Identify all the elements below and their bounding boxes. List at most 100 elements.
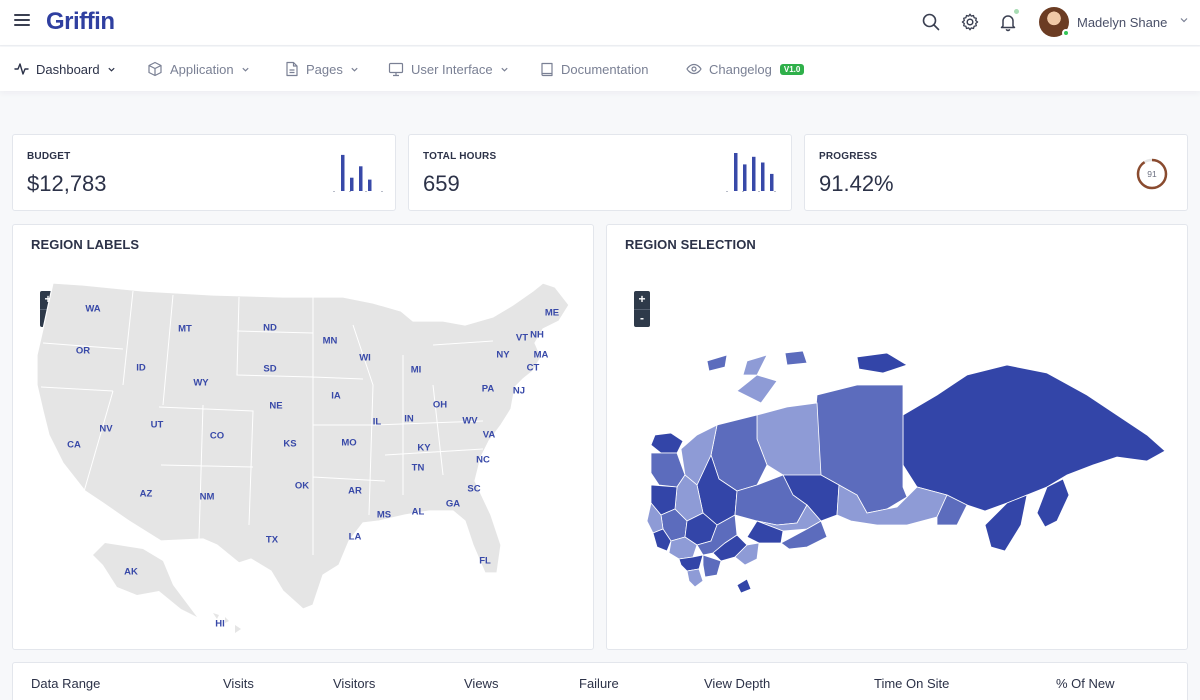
chevron-down-icon[interactable] [1179, 15, 1189, 25]
state-label: IN [404, 413, 414, 425]
state-label: TX [265, 534, 279, 546]
chevron-down-icon [351, 67, 358, 72]
state-label: NC [476, 454, 490, 466]
nav-user-interface[interactable]: User Interface [388, 47, 509, 91]
book-icon [541, 62, 553, 76]
state-label: LA [348, 531, 362, 543]
state-label: OH [432, 399, 448, 411]
state-label: AK [124, 566, 138, 578]
main-navigation: Dashboard Application Pages User Interfa… [0, 47, 1200, 91]
state-label: WI [359, 352, 371, 364]
stat-label: PROGRESS [819, 151, 878, 162]
nav-dashboard[interactable]: Dashboard [14, 47, 116, 91]
stat-value: 659 [423, 171, 460, 196]
stat-label: BUDGET [27, 151, 71, 162]
nav-changelog[interactable]: Changelog V1.0 [686, 47, 805, 91]
state-label: GA [445, 498, 461, 510]
state-label: MO [341, 437, 357, 449]
nav-label: User Interface [411, 61, 493, 77]
progress-card: PROGRESS 91.42% 91 [804, 134, 1188, 211]
menu-icon[interactable] [14, 14, 30, 28]
nav-label: Application [170, 61, 234, 77]
state-label: NM [199, 491, 215, 503]
user-name[interactable]: Madelyn Shane [1077, 15, 1168, 30]
state-label: NJ [512, 385, 526, 397]
state-label: WY [193, 377, 209, 389]
state-label: SD [263, 363, 277, 375]
nav-pages[interactable]: Pages [285, 47, 359, 91]
state-label: PA [481, 383, 495, 395]
column-header[interactable]: Views [464, 676, 499, 691]
column-header[interactable]: View Depth [704, 676, 771, 691]
column-header[interactable]: Visitors [333, 676, 376, 691]
search-icon[interactable] [921, 12, 941, 32]
state-label: MN [322, 335, 338, 347]
chevron-down-icon [501, 67, 508, 72]
column-header[interactable]: Visits [223, 676, 254, 691]
bell-icon[interactable] [998, 12, 1018, 32]
state-label: AR [348, 485, 362, 497]
state-label: NE [269, 400, 283, 412]
nav-application[interactable]: Application [147, 47, 250, 91]
state-label: OK [294, 480, 310, 492]
state-label: FL [479, 555, 491, 567]
state-label: VA [482, 429, 496, 441]
region-labels-panel: REGION LABELS + - WA MT ND MN OR ID WY S… [12, 224, 594, 650]
state-label: NH [530, 329, 544, 341]
column-header[interactable]: Time On Site [874, 676, 950, 691]
nav-documentation[interactable]: Documentation [540, 47, 648, 91]
state-label: MT [178, 323, 192, 335]
stat-value: 91.42% [819, 171, 894, 196]
zoom-controls: + - [634, 291, 650, 327]
budget-card: BUDGET $12,783 [12, 134, 396, 211]
version-badge: V1.0 [779, 63, 805, 75]
gear-icon[interactable] [960, 12, 980, 32]
state-label: IA [331, 390, 341, 402]
russia-map[interactable] [607, 225, 1189, 651]
spark-bar [368, 179, 372, 191]
brand-logo[interactable]: Griffin [46, 8, 115, 35]
state-label: IL [372, 416, 382, 428]
monitor-icon [388, 62, 404, 76]
hours-sparkline [726, 153, 778, 192]
usa-map[interactable] [13, 225, 595, 651]
state-label: ID [136, 362, 146, 374]
column-header[interactable]: % Of New [1056, 676, 1115, 691]
state-label: WV [462, 415, 478, 427]
stat-value: $12,783 [27, 171, 107, 196]
state-label: ME [544, 307, 560, 319]
state-label: CA [67, 439, 81, 451]
state-label: ND [263, 322, 277, 334]
top-bar: Griffin Madelyn Shane [0, 0, 1200, 46]
zoom-in-button[interactable]: + [638, 292, 646, 306]
zoom-out-button[interactable]: - [634, 309, 650, 327]
state-label: VT [515, 332, 529, 344]
nav-label: Changelog [709, 61, 772, 77]
data-table: Data Range Visits Visitors Views Failure… [12, 662, 1188, 700]
state-label: CO [209, 430, 225, 442]
notification-dot [1012, 7, 1021, 16]
state-label: SC [467, 483, 481, 495]
spark-bar [761, 162, 765, 191]
spark-bar [734, 153, 738, 191]
eye-icon [686, 63, 702, 75]
chevron-down-icon [107, 67, 115, 72]
state-label: UT [150, 419, 164, 431]
column-header[interactable]: Failure [579, 676, 619, 691]
state-label: MS [376, 509, 392, 521]
panel-title: REGION LABELS [31, 237, 140, 252]
spark-bar [770, 173, 774, 191]
column-header[interactable]: Data Range [31, 676, 101, 691]
online-status-dot [1062, 29, 1070, 37]
progress-ring: 91 [1136, 158, 1168, 190]
spark-bar [359, 166, 363, 191]
state-label: KY [417, 442, 431, 454]
activity-icon [14, 63, 29, 75]
state-label: KS [283, 438, 297, 450]
zoom-in-button[interactable]: + [44, 292, 52, 306]
panel-title: REGION SELECTION [625, 237, 756, 252]
state-label: NV [99, 423, 113, 435]
state-label: HI [215, 618, 225, 630]
stat-label: TOTAL HOURS [423, 151, 497, 162]
spark-bar [341, 154, 345, 191]
